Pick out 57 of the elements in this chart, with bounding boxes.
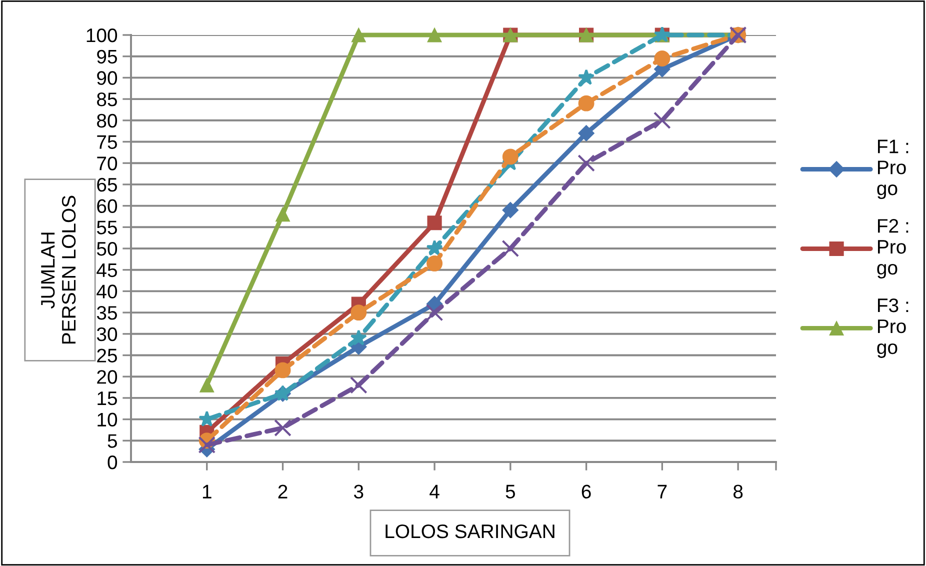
y-tick-label: 45 <box>96 264 117 278</box>
y-tick-label: 75 <box>97 135 117 149</box>
legend-label: F1 : Pro go <box>877 140 908 200</box>
x-tick-label: 5 <box>506 484 516 499</box>
point <box>350 376 368 394</box>
x-tick-label: 1 <box>202 484 212 498</box>
point <box>502 240 520 258</box>
y-tick-label: 95 <box>97 50 117 64</box>
point <box>275 207 290 222</box>
point <box>578 69 595 85</box>
y-tick-label: 55 <box>96 220 117 234</box>
point <box>654 50 670 66</box>
point <box>653 112 671 130</box>
y-tick-label: 50 <box>96 242 118 256</box>
y-tick-label: 30 <box>96 327 118 342</box>
y-tick-label: 20 <box>97 370 118 384</box>
point <box>427 28 442 42</box>
y-tick-label: 85 <box>97 92 117 106</box>
y-tick-label: 70 <box>97 156 118 170</box>
point <box>426 304 444 322</box>
x-tick-label: 7 <box>658 484 667 498</box>
point <box>426 240 443 256</box>
point <box>426 255 443 272</box>
y-tick-label: 15 <box>98 392 117 406</box>
y-tick-label: 80 <box>97 114 118 128</box>
point <box>274 419 292 437</box>
x-tick-label: 3 <box>354 484 364 499</box>
point <box>578 154 595 172</box>
y-tick-label: 65 <box>97 178 117 192</box>
point <box>350 304 367 321</box>
y-tick-label: 5 <box>108 434 117 448</box>
point <box>502 148 518 165</box>
point <box>200 378 214 392</box>
point <box>502 202 519 218</box>
legend-label: F2 : Pro go <box>877 219 908 279</box>
x-axis-title: LOLOS SARINGAN <box>386 524 554 538</box>
y-tick-label: 0 <box>108 455 118 470</box>
y-tick-label: 35 <box>96 306 117 320</box>
point <box>578 95 594 112</box>
x-tick-label: 6 <box>582 484 591 499</box>
y-tick-label: 10 <box>98 412 118 427</box>
x-tick-label: 4 <box>430 484 440 498</box>
point <box>351 28 366 42</box>
point <box>198 436 216 454</box>
y-axis-title: JUMLAH PERSEN LOLOS <box>41 196 76 344</box>
y-tick-label: 25 <box>97 348 117 362</box>
point <box>578 125 594 142</box>
y-tick-label: 40 <box>96 284 118 298</box>
x-tick-label: 2 <box>278 484 288 498</box>
y-tick-label: 100 <box>86 28 118 42</box>
point <box>350 329 367 346</box>
y-tick-label: 90 <box>97 71 118 85</box>
y-tick-label: 60 <box>97 199 118 214</box>
legend-label: F3 : Pro go <box>877 298 908 358</box>
point <box>274 362 291 378</box>
x-tick-label: 8 <box>733 484 743 499</box>
point <box>427 216 442 230</box>
